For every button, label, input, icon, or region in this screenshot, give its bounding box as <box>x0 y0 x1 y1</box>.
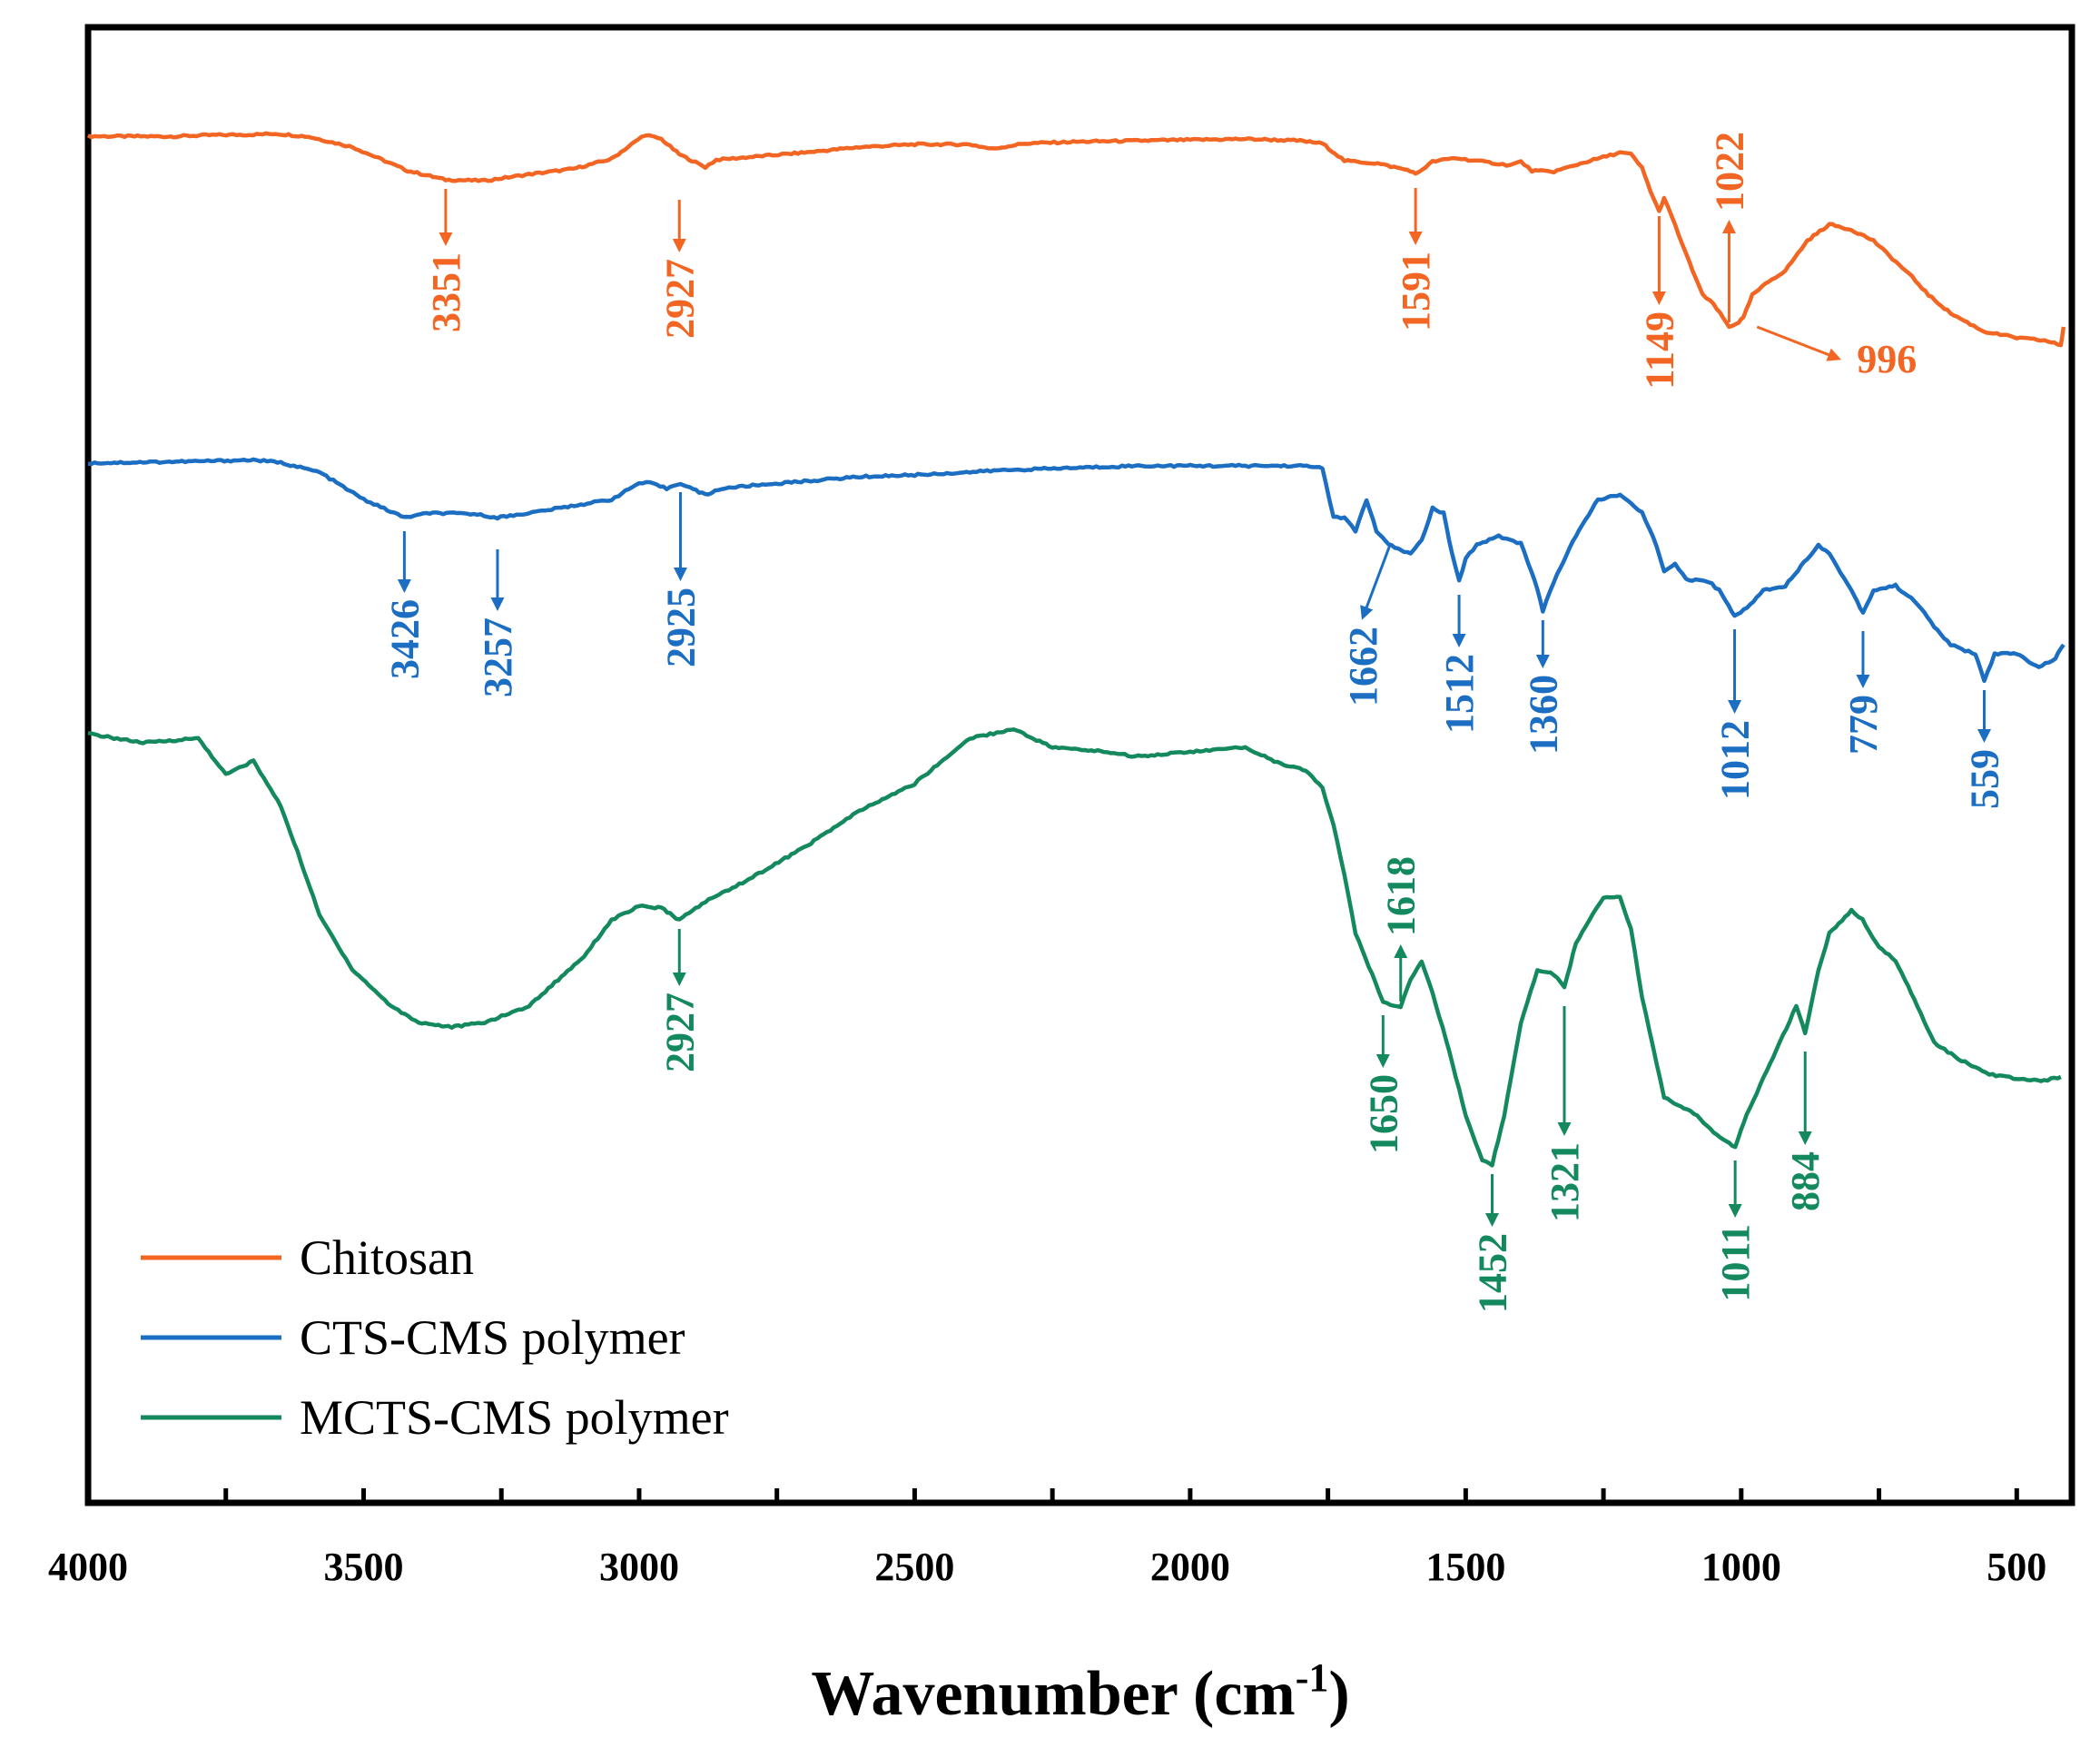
peak-label: 1650 <box>1361 1074 1405 1154</box>
legend-item: Chitosan <box>141 1230 474 1285</box>
peak-annotation: 1149 <box>1637 216 1681 390</box>
peak-annotation: 2925 <box>658 492 703 667</box>
x-tick-label: 500 <box>1987 1545 2046 1589</box>
legend-item: CTS-CMS polymer <box>141 1310 685 1365</box>
peak-annotation: 1662 <box>1341 544 1392 706</box>
peak-annotation: 3426 <box>382 531 427 679</box>
x-axis-title-superscript: -1 <box>1296 1655 1329 1700</box>
peak-annotation: 2927 <box>657 200 702 339</box>
x-axis-title: Wavenumber (cm-1) <box>811 1655 1349 1729</box>
peak-annotation: 2927 <box>657 929 702 1072</box>
peak-label: 1618 <box>1379 856 1424 936</box>
peak-annotation: 1022 <box>1707 132 1751 322</box>
x-axis-ticks <box>223 1488 2019 1503</box>
peak-label: 2925 <box>658 588 703 667</box>
peak-annotation: 884 <box>1783 1052 1828 1211</box>
x-tick-label: 3000 <box>599 1545 679 1589</box>
legend-label: CTS-CMS polymer <box>300 1310 685 1365</box>
series-line-mcts-cms-polymer <box>87 727 2062 1168</box>
peak-label: 1149 <box>1637 311 1681 390</box>
peak-label: 3257 <box>476 617 520 697</box>
legend-item: MCTS-CMS polymer <box>141 1390 729 1445</box>
peak-annotation: 3351 <box>424 189 468 332</box>
x-tick-label: 2000 <box>1150 1545 1230 1589</box>
peak-label: 1321 <box>1543 1142 1587 1222</box>
peak-arrow <box>1756 325 1842 361</box>
series-layer <box>86 131 2066 1168</box>
peak-label: 1360 <box>1521 675 1565 755</box>
legend-label: MCTS-CMS polymer <box>300 1390 729 1445</box>
legend: Chitosan CTS-CMS polymer MCTS-CMS polymer <box>141 1230 729 1445</box>
peak-annotation: 1012 <box>1713 629 1758 800</box>
peak-label: 3426 <box>382 599 427 679</box>
peak-label: 1011 <box>1713 1224 1758 1302</box>
legend-label: Chitosan <box>300 1230 474 1285</box>
peak-label: 1591 <box>1394 252 1438 331</box>
peak-annotation: 996 <box>1756 325 1917 381</box>
peak-annotation: 1011 <box>1713 1160 1758 1302</box>
peak-label: 1452 <box>1470 1233 1514 1313</box>
peak-label: 2927 <box>657 259 702 339</box>
peak-label: 1012 <box>1713 720 1758 800</box>
x-tick-label: 4000 <box>48 1545 128 1589</box>
peak-label: 1512 <box>1437 654 1482 734</box>
peak-annotation: 1452 <box>1470 1174 1514 1313</box>
series-line-chitosan <box>86 131 2066 348</box>
peak-label: 884 <box>1783 1151 1828 1211</box>
peak-label: 559 <box>1962 749 2006 809</box>
peak-annotation: 3257 <box>476 549 520 697</box>
peak-label: 2927 <box>657 993 702 1072</box>
peak-label: 3351 <box>424 252 468 332</box>
x-tick-label: 1000 <box>1701 1545 1781 1589</box>
peak-annotation: 1591 <box>1394 188 1438 331</box>
peak-annotation: 1360 <box>1521 620 1565 755</box>
peak-annotation: 1512 <box>1437 595 1482 734</box>
peak-annotation: 779 <box>1841 631 1886 755</box>
peak-label: 996 <box>1857 337 1917 381</box>
peak-label: 1022 <box>1707 132 1751 212</box>
x-tick-label: 2500 <box>874 1545 954 1589</box>
peak-annotation: 1618 <box>1379 856 1424 1002</box>
peak-annotation: 1321 <box>1543 1006 1587 1222</box>
peak-annotations: 3351 2927 1591 1149 1022 996 3426 3257 2925 1662 1… <box>382 132 2006 1313</box>
series-line-cts-cms-polymer <box>87 457 2065 684</box>
x-axis-title-close: ) <box>1328 1659 1349 1729</box>
plot-frame <box>84 24 2075 1506</box>
peak-annotation: 559 <box>1962 690 2006 809</box>
x-tick-label: 3500 <box>323 1545 403 1589</box>
peak-annotation: 1650 <box>1361 1015 1405 1154</box>
peak-arrow <box>1360 544 1392 620</box>
peak-label: 1662 <box>1341 627 1385 706</box>
peak-label: 779 <box>1841 695 1886 755</box>
x-tick-label: 1500 <box>1425 1545 1505 1589</box>
x-axis-tick-labels: 4000 3500 3000 2500 2000 1500 1000 500 <box>48 1545 2046 1589</box>
